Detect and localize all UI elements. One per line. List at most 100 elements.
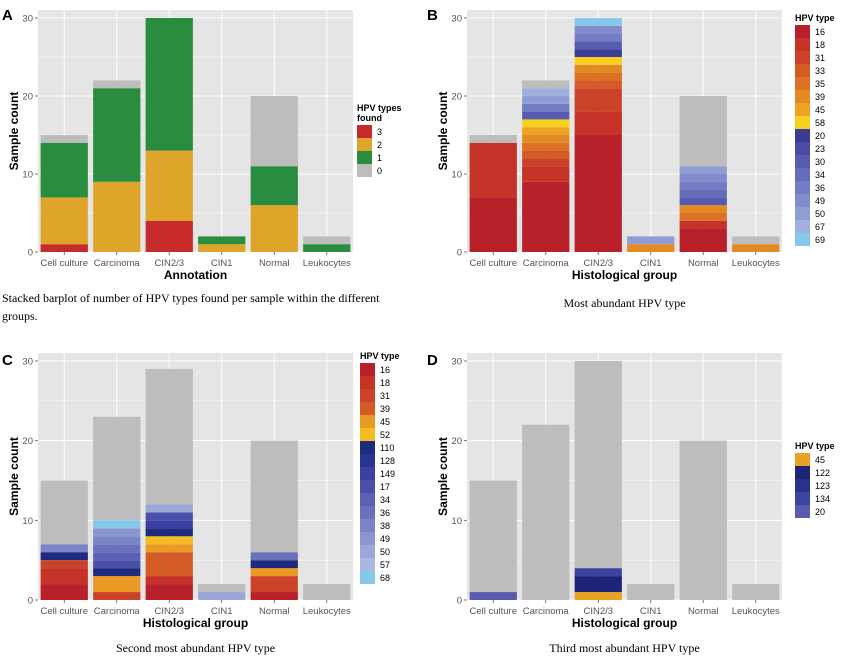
plot-background bbox=[467, 353, 782, 600]
x-tick-label: Carcinoma bbox=[94, 258, 141, 269]
legend-label-30: 30 bbox=[815, 157, 825, 167]
y-tick-label: 10 bbox=[451, 170, 462, 181]
legend-swatch-57 bbox=[360, 558, 375, 571]
bar-segment-34-normal bbox=[679, 189, 727, 198]
legend-label-149: 149 bbox=[380, 469, 395, 479]
bar-segment-none-carcinoma bbox=[93, 416, 141, 521]
bar-segment-1-leukocytes bbox=[303, 244, 351, 252]
x-tick-label: CIN2/3 bbox=[154, 606, 184, 617]
legend-label-68: 68 bbox=[380, 573, 390, 583]
legend-swatch-34 bbox=[795, 168, 810, 181]
legend-swatch-1 bbox=[357, 151, 372, 164]
panel-c: C 0 10 20 30 Cell culture Carcinoma CIN2/3 CIN1 N… bbox=[2, 351, 400, 655]
legend-swatch-67 bbox=[795, 220, 810, 233]
bar-segment-18-cell-culture bbox=[469, 142, 517, 198]
x-tick-label: Leukocytes bbox=[303, 258, 351, 269]
x-tick-label: CIN2/3 bbox=[583, 258, 613, 269]
y-axis-title: Sample count bbox=[436, 92, 450, 171]
bar-segment-49-normal bbox=[679, 174, 727, 182]
bar-segment-3-cin2-3 bbox=[145, 220, 193, 252]
legend-swatch-39 bbox=[795, 90, 810, 103]
legend-swatch-45 bbox=[795, 103, 810, 116]
legend-title: HPV type bbox=[795, 13, 835, 23]
bar-segment-50-cin2-3 bbox=[145, 504, 193, 513]
legend-swatch-128 bbox=[360, 454, 375, 467]
legend-label-39: 39 bbox=[815, 92, 825, 102]
legend-swatch-23 bbox=[795, 142, 810, 155]
y-axis-title: Sample count bbox=[436, 437, 450, 516]
legend-swatch-58 bbox=[795, 116, 810, 129]
legend-label-35: 35 bbox=[815, 79, 825, 89]
x-tick-label: CIN1 bbox=[211, 258, 233, 269]
legend-swatch-31 bbox=[360, 389, 375, 402]
legend-label-128: 128 bbox=[380, 456, 395, 466]
bar-segment-31-cell-culture bbox=[40, 560, 88, 569]
bar-segment-110-cin2-3 bbox=[145, 528, 193, 537]
x-tick-label: Cell culture bbox=[469, 258, 517, 269]
legend-label-45: 45 bbox=[815, 455, 825, 465]
legend-swatch-52 bbox=[360, 428, 375, 441]
legend-swatch-34 bbox=[360, 493, 375, 506]
x-tick-label: Normal bbox=[259, 258, 290, 269]
bar-segment-36-carcinoma bbox=[522, 103, 570, 112]
legend-title: found bbox=[357, 113, 382, 123]
y-tick-label: 20 bbox=[22, 92, 33, 103]
bar-segment-18-cell-culture bbox=[40, 568, 88, 585]
y-tick-label: 0 bbox=[457, 248, 462, 259]
legend-title: HPV types bbox=[357, 103, 402, 113]
legend-label-31: 31 bbox=[815, 53, 825, 63]
bar-segment-none-cin2-3 bbox=[574, 361, 622, 569]
bar-segment-45-cin2-3 bbox=[574, 592, 622, 600]
legend-label-134: 134 bbox=[815, 494, 830, 504]
bar-segment-39-carcinoma bbox=[522, 135, 570, 143]
y-tick-label: 20 bbox=[451, 92, 462, 103]
legend-label-31: 31 bbox=[380, 391, 390, 401]
legend-swatch-45 bbox=[795, 453, 810, 466]
bar-segment-16-cin2-3 bbox=[145, 584, 193, 600]
bar-segment-none-normal bbox=[250, 440, 298, 553]
legend-swatch-16 bbox=[360, 363, 375, 376]
y-tick-label: 10 bbox=[22, 516, 33, 527]
bar-segment-110-carcinoma bbox=[93, 568, 141, 577]
bar-segment-38-carcinoma bbox=[93, 536, 141, 545]
bar-segment-50-carcinoma bbox=[522, 96, 570, 104]
bar-segment-17-carcinoma bbox=[93, 560, 141, 569]
x-axis-title: Annotation bbox=[164, 268, 227, 282]
legend-label-45: 45 bbox=[380, 417, 390, 427]
plot-background bbox=[38, 353, 353, 600]
x-axis-title: Histological group bbox=[143, 616, 248, 630]
bar-segment-58-carcinoma bbox=[522, 119, 570, 128]
y-tick-label: 20 bbox=[451, 436, 462, 447]
legend-swatch-20 bbox=[795, 129, 810, 142]
legend-label-1: 1 bbox=[377, 153, 382, 163]
legend-swatch-0 bbox=[357, 164, 372, 177]
y-tick-label: 30 bbox=[451, 357, 462, 368]
legend-label-110: 110 bbox=[380, 443, 394, 453]
bar-segment-45-carcinoma bbox=[93, 576, 141, 593]
panel-letter: D bbox=[427, 352, 438, 369]
bar-segment-39-leukocytes bbox=[732, 244, 780, 252]
legend-label-123: 123 bbox=[815, 481, 830, 491]
legend-title: HPV type bbox=[795, 441, 835, 451]
bar-segment-16-cin2-3 bbox=[574, 135, 622, 252]
legend-label-57: 57 bbox=[380, 560, 390, 570]
legend-label-50: 50 bbox=[380, 547, 390, 557]
bar-segment-36-cin2-3 bbox=[574, 33, 622, 42]
bar-segment-122-cin2-3 bbox=[574, 576, 622, 593]
legend-swatch-39 bbox=[360, 402, 375, 415]
bar-segment-18-cin2-3 bbox=[574, 111, 622, 135]
y-axis-title: Sample count bbox=[7, 437, 21, 516]
bar-segment-0-leukocytes bbox=[303, 236, 351, 245]
bar-segment-39-normal bbox=[679, 205, 727, 213]
bar-segment-20-cin2-3 bbox=[574, 49, 622, 57]
bar-segment-30-carcinoma bbox=[522, 111, 570, 120]
bar-segment-0-carcinoma bbox=[93, 80, 141, 89]
bar-segment-1-normal bbox=[250, 166, 298, 206]
legend-swatch-45 bbox=[360, 415, 375, 428]
y-tick-label: 0 bbox=[457, 596, 462, 607]
bar-segment-16-carcinoma bbox=[522, 181, 570, 252]
legend-swatch-31 bbox=[795, 51, 810, 64]
bar-segment-none-leukocytes bbox=[732, 584, 780, 600]
